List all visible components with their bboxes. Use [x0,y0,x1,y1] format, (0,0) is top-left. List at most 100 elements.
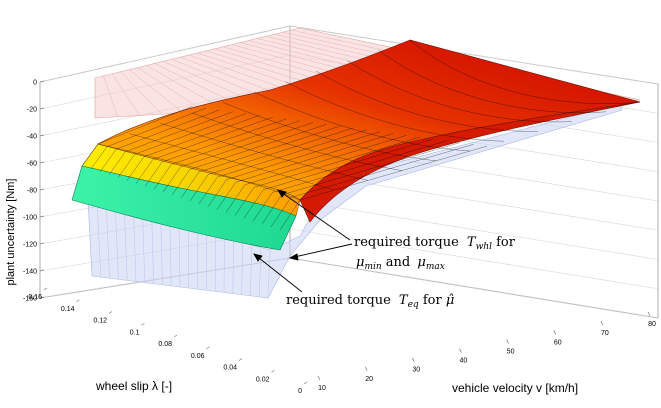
grid-line [289,25,659,85]
slip-tick-mark [173,334,178,338]
mesh-line [263,138,434,191]
mesh-line [281,142,461,196]
slip-tick-label: 0.16 [28,294,42,301]
y-axis-label: vehicle velocity v [km/h] [452,381,578,395]
velocity-tick-mark [411,357,415,362]
mesh-line [279,199,301,231]
mesh-line [134,113,247,155]
mesh-line [151,217,154,284]
mesh-line [108,151,126,175]
mesh-line [162,118,287,163]
velocity-tick-mark [506,339,509,344]
mesh-line [160,219,163,285]
slip-tick-mark [303,381,308,385]
mesh-line [142,214,146,283]
mesh-line [153,116,273,160]
mesh-line [207,179,227,207]
grid-line [289,199,659,260]
mesh-line [103,75,118,118]
grid-line [289,228,659,290]
mesh-line [222,102,437,162]
mesh-line [299,145,488,201]
velocity-tick-mark [364,366,368,372]
mesh-line [267,249,271,299]
z-tick-label: -140 [23,269,37,276]
slip-tick-label: 0 [298,388,302,395]
velocity-tick-label: 60 [554,339,562,346]
annotation-teq: required torque Teq for μ̂ [286,293,454,310]
mesh-line [217,129,367,178]
z-axis-label: plant uncertainty [Nm] [5,179,17,286]
z-tick-label: -100 [23,215,37,222]
z-tick-mark [39,242,45,245]
slip-tick-mark [76,299,80,303]
surface-twhl [71,39,641,251]
mesh-line [208,127,354,175]
mesh-line [90,146,108,170]
mesh-line [125,111,233,152]
mesh-line [120,71,164,116]
mesh-line [189,124,327,170]
slip-tick-label: 0.1 [130,329,140,336]
velocity-tick-label: 80 [648,321,656,328]
mesh-line [160,122,369,181]
z-tick-mark [39,269,45,272]
mesh-line [180,122,314,168]
velocity-tick-label: 50 [507,348,515,355]
mesh-line [235,133,394,183]
slip-axis-ticks: 0.16 0.14 0.12 0.1 0.08 0.06 0.04 0.02 0 [28,287,308,395]
annotation-arrows [253,189,353,293]
mesh-line [347,60,573,123]
mesh-line [187,227,190,289]
z-tick-mark [39,215,45,218]
velocity-tick-label: 70 [601,330,609,337]
mesh-line [99,148,117,172]
mesh-line [378,50,607,113]
mesh-line [409,39,641,104]
mesh-line [243,189,264,219]
mesh-line [96,202,102,278]
x-axis-label: wheel slip λ [-] [95,379,172,393]
mesh-line [285,81,505,142]
velocity-tick-label: 30 [412,367,420,374]
mesh-line [234,187,255,216]
mesh-line [111,73,141,117]
velocity-tick-label: 40 [460,358,468,365]
z-tick-label: -60 [27,161,37,168]
slip-tick-mark [206,346,210,350]
slip-tick-mark [108,311,113,314]
z-tick-label: -80 [27,188,37,195]
z-tick-mark [39,80,45,83]
mesh-line [124,209,128,281]
annotation-twhl: required torque Twhl for [354,235,516,252]
z-tick-mark [39,161,45,164]
mesh-line [189,174,209,202]
mesh-line [129,133,335,191]
mesh-line [87,199,93,277]
mesh-line [162,166,181,193]
mesh-line [226,131,381,180]
mesh-line [135,159,154,184]
velocity-tick-label: 10 [318,385,326,392]
mesh-line [144,161,163,187]
mesh-line [253,91,471,152]
mesh-line [250,244,253,296]
z-tick-label: -20 [27,107,37,114]
mesh-line [129,69,186,116]
velocity-tick-mark [600,320,604,326]
velocity-tick-mark [317,375,321,381]
slip-tick-label: 0.06 [191,353,205,360]
mesh-line [261,194,282,225]
mesh-line [252,192,273,222]
mesh-line [198,176,218,204]
mesh-line [241,242,243,295]
z-tick-label: -40 [27,134,37,141]
mesh-line [232,239,234,294]
mesh-line [171,169,191,196]
velocity-axis-ticks: 10 20 30 40 50 60 70 80 [317,311,656,392]
slip-tick-mark [141,322,145,326]
mesh-line [133,212,137,282]
z-tick-label: -120 [23,242,37,249]
velocity-tick-mark [647,311,651,317]
